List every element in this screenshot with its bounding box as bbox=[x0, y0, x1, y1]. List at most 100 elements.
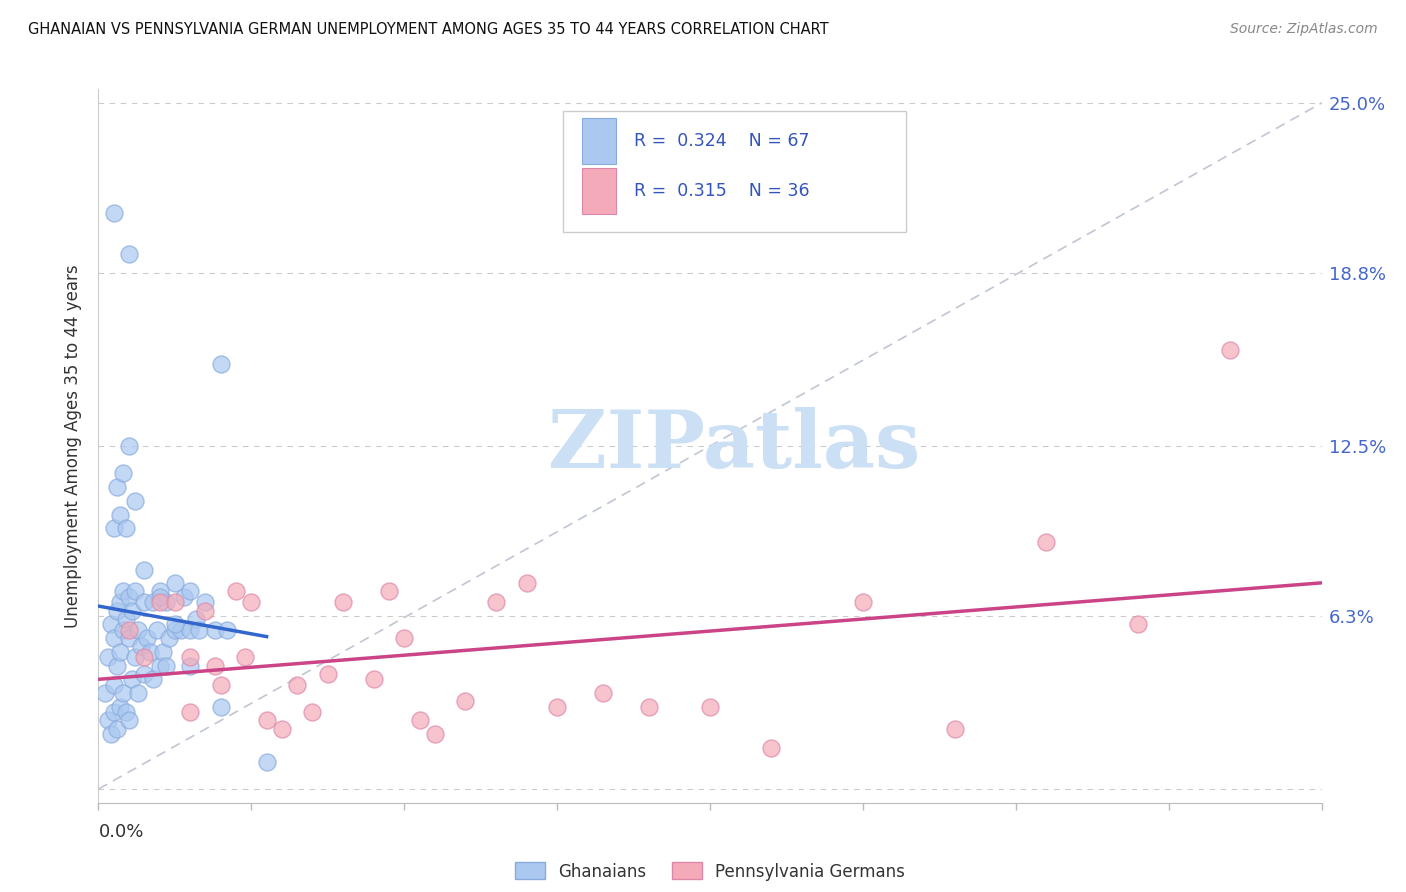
Point bbox=[136, 631, 159, 645]
Point bbox=[209, 699, 232, 714]
Point bbox=[121, 673, 143, 687]
Point bbox=[105, 480, 128, 494]
Point bbox=[108, 595, 131, 609]
Point bbox=[194, 604, 217, 618]
Point bbox=[111, 686, 134, 700]
Point bbox=[111, 467, 134, 481]
Point bbox=[129, 640, 152, 654]
Point bbox=[124, 494, 146, 508]
Point bbox=[454, 694, 477, 708]
Text: ZIPatlas: ZIPatlas bbox=[548, 407, 921, 485]
Point bbox=[163, 576, 186, 591]
Point bbox=[134, 666, 156, 681]
Point bbox=[256, 755, 278, 769]
Point bbox=[1035, 535, 1057, 549]
Text: R =  0.324    N = 67: R = 0.324 N = 67 bbox=[634, 132, 810, 150]
Point bbox=[699, 699, 721, 714]
Point bbox=[115, 521, 138, 535]
Point bbox=[163, 623, 186, 637]
Point bbox=[149, 590, 172, 604]
Point bbox=[1219, 343, 1241, 357]
Text: Source: ZipAtlas.com: Source: ZipAtlas.com bbox=[1230, 22, 1378, 37]
Point bbox=[105, 722, 128, 736]
Point bbox=[943, 722, 966, 736]
Point bbox=[118, 631, 141, 645]
Point bbox=[127, 623, 149, 637]
Point bbox=[118, 439, 141, 453]
Text: R =  0.315    N = 36: R = 0.315 N = 36 bbox=[634, 182, 810, 200]
Point bbox=[256, 714, 278, 728]
Point bbox=[179, 705, 201, 719]
Point bbox=[225, 584, 247, 599]
Point bbox=[149, 584, 172, 599]
Point bbox=[105, 604, 128, 618]
Point bbox=[209, 357, 232, 371]
Bar bbox=[582, 168, 616, 214]
Text: GHANAIAN VS PENNSYLVANIA GERMAN UNEMPLOYMENT AMONG AGES 35 TO 44 YEARS CORRELATI: GHANAIAN VS PENNSYLVANIA GERMAN UNEMPLOY… bbox=[28, 22, 828, 37]
Point bbox=[127, 686, 149, 700]
Point bbox=[423, 727, 446, 741]
Point bbox=[546, 699, 568, 714]
Point bbox=[145, 623, 167, 637]
Point bbox=[270, 722, 292, 736]
Point bbox=[105, 658, 128, 673]
Point bbox=[215, 623, 238, 637]
Point bbox=[188, 623, 211, 637]
Point bbox=[759, 740, 782, 755]
Legend: Ghanaians, Pennsylvania Germans: Ghanaians, Pennsylvania Germans bbox=[509, 855, 911, 888]
Point bbox=[134, 650, 156, 665]
Point bbox=[173, 590, 195, 604]
Point bbox=[408, 714, 430, 728]
Point bbox=[204, 658, 226, 673]
Point bbox=[637, 699, 661, 714]
Bar bbox=[564, 111, 905, 232]
Point bbox=[170, 623, 193, 637]
Point bbox=[118, 623, 141, 637]
Point bbox=[378, 584, 401, 599]
Point bbox=[103, 521, 125, 535]
Point bbox=[103, 705, 125, 719]
Point bbox=[103, 678, 125, 692]
Point bbox=[392, 631, 416, 645]
Bar bbox=[582, 118, 616, 164]
Point bbox=[1128, 617, 1150, 632]
Point bbox=[108, 699, 131, 714]
Point bbox=[142, 673, 165, 687]
Point bbox=[134, 562, 156, 576]
Point bbox=[100, 727, 122, 741]
Point bbox=[139, 645, 162, 659]
Point bbox=[124, 584, 146, 599]
Point bbox=[155, 658, 177, 673]
Point bbox=[186, 612, 208, 626]
Point bbox=[179, 623, 201, 637]
Point bbox=[285, 678, 308, 692]
Point bbox=[157, 631, 180, 645]
Text: 0.0%: 0.0% bbox=[98, 822, 143, 841]
Point bbox=[103, 205, 125, 219]
Point bbox=[194, 595, 217, 609]
Point bbox=[118, 714, 141, 728]
Point bbox=[93, 686, 115, 700]
Point bbox=[204, 623, 226, 637]
Point bbox=[118, 247, 141, 261]
Point bbox=[152, 645, 174, 659]
Point bbox=[316, 666, 339, 681]
Point bbox=[301, 705, 323, 719]
Point bbox=[111, 623, 134, 637]
Point bbox=[115, 705, 138, 719]
Point bbox=[179, 658, 201, 673]
Point bbox=[97, 650, 120, 665]
Y-axis label: Unemployment Among Ages 35 to 44 years: Unemployment Among Ages 35 to 44 years bbox=[65, 264, 83, 628]
Point bbox=[142, 595, 165, 609]
Point bbox=[121, 604, 143, 618]
Point bbox=[163, 595, 186, 609]
Point bbox=[179, 650, 201, 665]
Point bbox=[100, 617, 122, 632]
Point bbox=[118, 590, 141, 604]
Point bbox=[852, 595, 875, 609]
Point bbox=[209, 678, 232, 692]
Point bbox=[233, 650, 256, 665]
Point bbox=[149, 595, 172, 609]
Point bbox=[516, 576, 538, 591]
Point bbox=[179, 584, 201, 599]
